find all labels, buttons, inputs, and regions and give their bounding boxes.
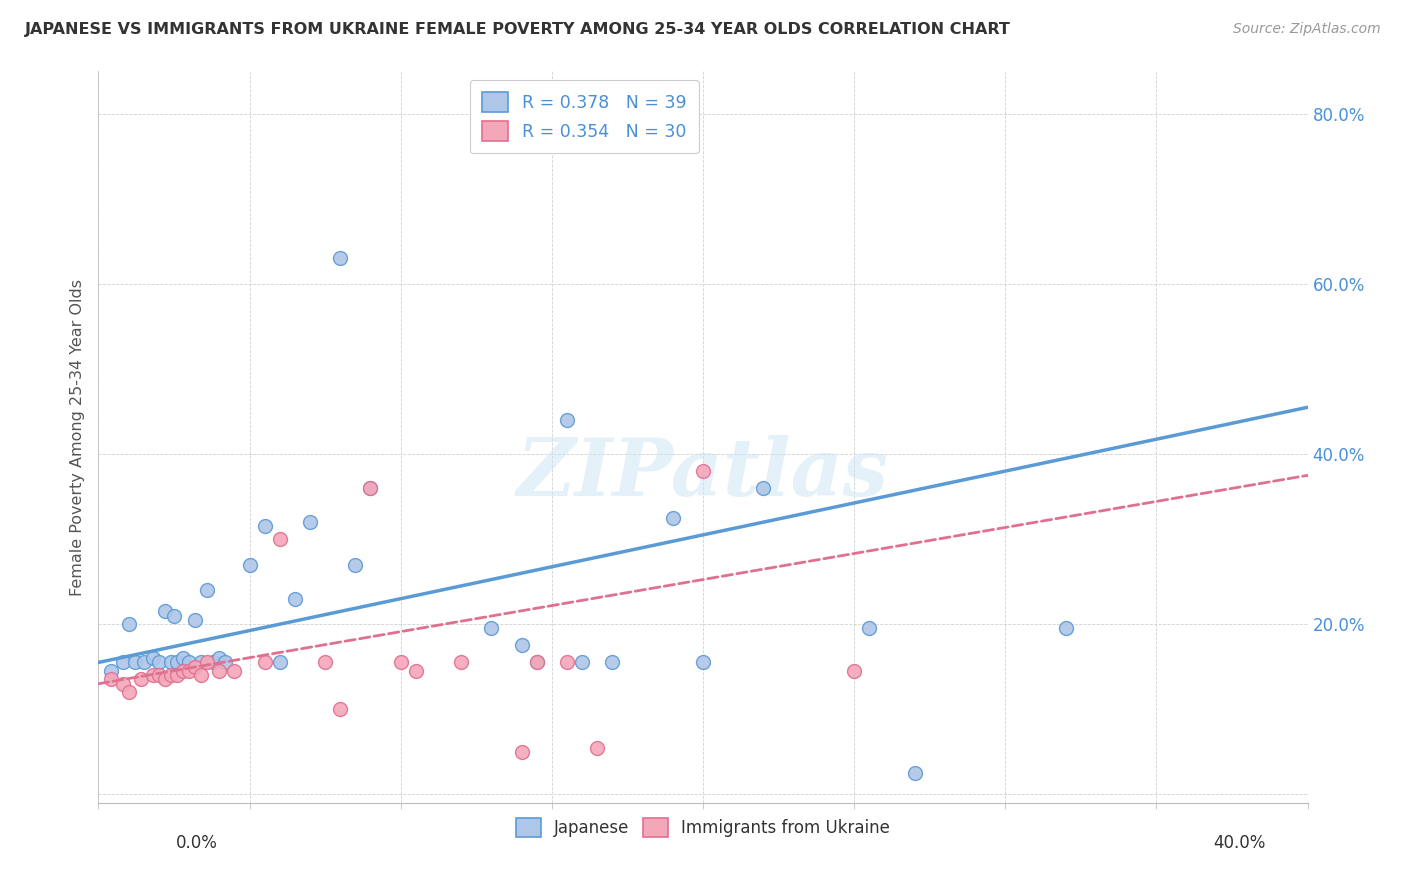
Point (124, 656, 146, 670)
Point (450, 656, 472, 670)
Point (208, 651, 231, 665)
Point (148, 668, 170, 682)
Point (153, 673, 176, 687)
Point (284, 591, 307, 606)
Point (526, 656, 548, 670)
Text: 0.0%: 0.0% (176, 834, 218, 852)
Point (692, 656, 714, 670)
Point (184, 613, 207, 627)
Point (329, 702, 352, 716)
Point (179, 664, 201, 678)
Point (111, 656, 134, 670)
Point (510, 745, 533, 759)
Point (195, 656, 218, 670)
Point (172, 664, 194, 678)
Point (239, 558, 262, 572)
Point (195, 583, 218, 598)
Point (163, 608, 186, 623)
Point (111, 677, 134, 691)
Point (253, 656, 276, 670)
Point (360, 481, 382, 495)
Point (118, 617, 141, 632)
Point (299, 515, 322, 529)
Point (118, 685, 141, 699)
Point (253, 519, 276, 533)
Point (405, 664, 427, 678)
Point (224, 664, 246, 678)
Point (269, 532, 291, 546)
Point (344, 558, 367, 572)
Point (142, 651, 165, 665)
Text: Source: ZipAtlas.com: Source: ZipAtlas.com (1233, 22, 1381, 37)
Point (661, 511, 683, 525)
Point (329, 252, 352, 266)
Point (132, 656, 155, 670)
Point (202, 656, 225, 670)
Point (160, 656, 183, 670)
Point (214, 656, 236, 670)
Point (555, 413, 578, 427)
Point (190, 656, 212, 670)
Point (179, 656, 201, 670)
Point (360, 481, 382, 495)
Text: 40.0%: 40.0% (1213, 834, 1265, 852)
Point (571, 656, 593, 670)
Point (1054, 622, 1077, 636)
Point (172, 651, 194, 665)
Point (481, 622, 503, 636)
Point (190, 668, 212, 682)
Point (153, 604, 176, 618)
Point (166, 668, 188, 682)
Point (314, 656, 336, 670)
Point (858, 622, 880, 636)
Point (184, 659, 207, 673)
Point (526, 656, 548, 670)
Point (100, 673, 122, 687)
Point (555, 656, 578, 670)
Point (389, 656, 412, 670)
Point (208, 664, 231, 678)
Point (269, 656, 291, 670)
Point (692, 464, 714, 478)
Legend: Japanese, Immigrants from Ukraine: Japanese, Immigrants from Ukraine (508, 810, 898, 846)
Y-axis label: Female Poverty Among 25-34 Year Olds: Female Poverty Among 25-34 Year Olds (69, 278, 84, 596)
Point (148, 656, 170, 670)
Point (129, 673, 152, 687)
Point (100, 664, 122, 678)
Point (142, 668, 165, 682)
Point (904, 766, 927, 780)
Point (166, 656, 188, 670)
Text: JAPANESE VS IMMIGRANTS FROM UKRAINE FEMALE POVERTY AMONG 25-34 YEAR OLDS CORRELA: JAPANESE VS IMMIGRANTS FROM UKRAINE FEMA… (25, 22, 1011, 37)
Text: ZIPatlas: ZIPatlas (517, 435, 889, 512)
Point (586, 740, 609, 755)
Point (160, 668, 183, 682)
Point (510, 639, 533, 653)
Point (602, 656, 624, 670)
Point (844, 664, 866, 678)
Point (752, 481, 775, 495)
